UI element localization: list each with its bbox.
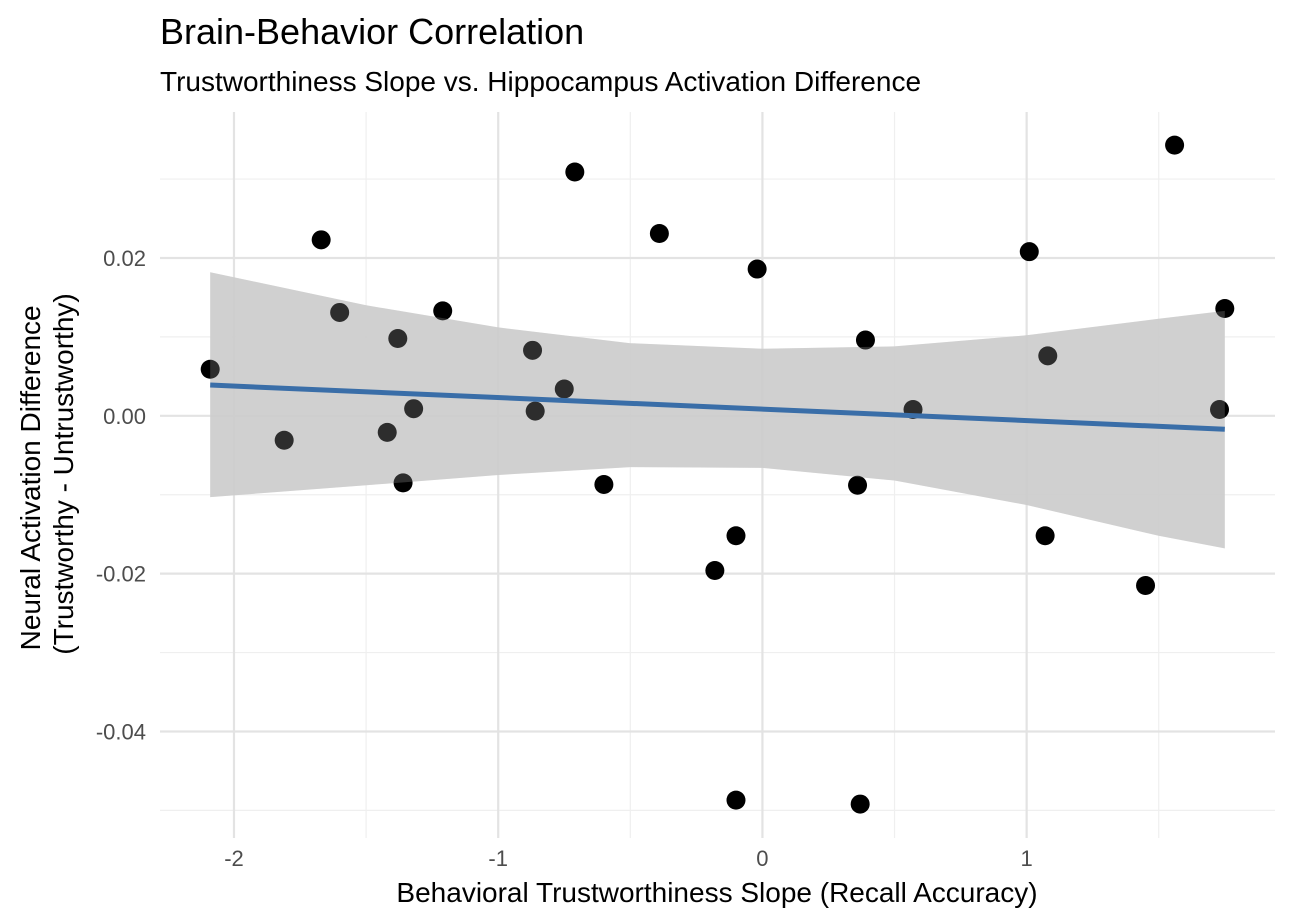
data-point: [200, 359, 220, 379]
data-point: [705, 560, 725, 580]
data-point: [330, 302, 350, 322]
data-point: [1019, 242, 1039, 262]
data-point: [1215, 298, 1235, 318]
x-tick-label: -2: [224, 846, 244, 871]
chart-subtitle: Trustworthiness Slope vs. Hippocampus Ac…: [160, 66, 921, 97]
confidence-band-area: [210, 272, 1225, 549]
data-point: [848, 475, 868, 495]
y-tick-label: 0.00: [103, 404, 146, 429]
data-point: [404, 399, 424, 419]
y-axis-title-line-2: (Trustworthy - Untrustworthy): [48, 293, 79, 654]
chart-title: Brain-Behavior Correlation: [160, 11, 584, 52]
x-tick-label: 0: [756, 846, 768, 871]
data-point: [594, 474, 614, 494]
x-tick-label: 1: [1021, 846, 1033, 871]
data-point: [525, 401, 545, 421]
data-point: [649, 224, 669, 244]
y-axis-title-line-1: Neural Activation Difference: [15, 305, 46, 650]
data-point: [1038, 346, 1058, 366]
data-point: [747, 259, 767, 279]
trend-line-group: [210, 382, 1225, 432]
data-point: [855, 330, 875, 350]
y-axis-ticks: -0.04 -0.02 0.00 0.02: [96, 246, 146, 744]
data-point: [554, 379, 574, 399]
confidence-band: [210, 272, 1225, 549]
data-point: [377, 422, 397, 442]
data-point: [1136, 575, 1156, 595]
y-tick-label: -0.04: [96, 719, 146, 744]
confidence-band-overlay: [210, 272, 1225, 549]
data-point: [850, 794, 870, 814]
data-point: [311, 230, 331, 250]
data-point: [1210, 400, 1230, 420]
x-axis-title: Behavioral Trustworthiness Slope (Recall…: [396, 877, 1037, 908]
data-point: [1035, 526, 1055, 546]
data-points: [200, 135, 1235, 814]
data-point: [565, 162, 585, 182]
trend-line: [210, 382, 1225, 432]
data-point: [274, 430, 294, 450]
data-point: [726, 790, 746, 810]
y-tick-label: -0.02: [96, 562, 146, 587]
data-point: [1165, 135, 1185, 155]
x-tick-label: -1: [488, 846, 508, 871]
y-axis-title: Neural Activation Difference (Trustworth…: [15, 293, 79, 654]
data-point: [393, 473, 413, 493]
data-point: [388, 328, 408, 348]
data-point: [726, 526, 746, 546]
data-point: [433, 301, 453, 321]
y-tick-label: 0.02: [103, 246, 146, 271]
x-axis-ticks: -2 -1 0 1: [224, 846, 1033, 871]
data-point: [523, 340, 543, 360]
